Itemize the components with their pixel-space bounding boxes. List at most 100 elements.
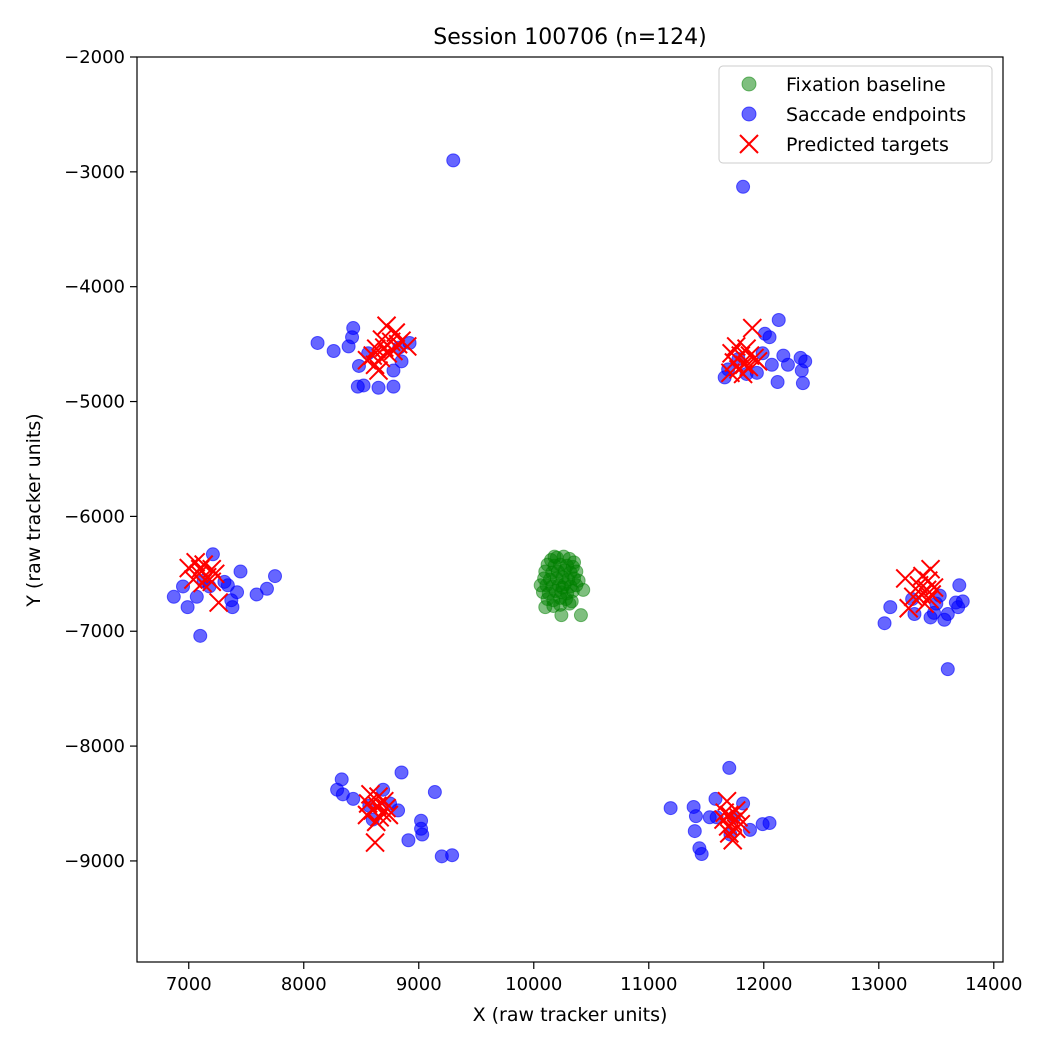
chart-title: Session 100706 (n=124) [433,25,706,50]
saccade-endpoint-point [446,153,461,168]
saccade-endpoint-point [415,827,430,842]
saccade-endpoint-point [771,313,786,328]
saccade-endpoint-point [386,379,401,394]
fixation-baseline-point [554,608,569,623]
saccade-endpoint-point [722,760,737,775]
predicted-target-point [388,334,408,354]
saccade-endpoint-point [755,346,770,361]
saccade-endpoint-point [386,363,401,378]
predicted-target-point [208,592,229,613]
predicted-target-point [365,832,385,853]
predicted-target-point [357,805,377,825]
predicted-target-point [190,559,210,579]
saccade-endpoint-point [952,578,967,593]
plot-area [166,153,970,864]
x-tick-label: 9000 [396,974,442,995]
saccade-endpoint-point [225,600,240,615]
x-tick-label: 12000 [735,974,792,995]
saccade-endpoint-point [376,782,391,797]
fixation-baseline-point [533,578,548,593]
saccade-endpoint-point [427,785,442,800]
saccade-endpoint-point [663,801,678,816]
saccade-endpoint-point [310,335,325,350]
legend-label-predicted-targets: Predicted targets [786,134,949,156]
y-axis-ticks: −2000 −3000 −4000 −5000 −6000 −7000 −8000 −9000 [64,47,137,872]
saccade-endpoint-point [736,179,751,194]
saccade-endpoint-point [351,358,366,373]
predicted-target-point [915,593,935,614]
saccade-endpoint-point [334,772,349,787]
saccade-endpoint-point [694,847,709,862]
saccade-endpoint-point [394,765,409,780]
legend-marker-predicted-targets [739,134,759,154]
predicted-target-point [386,322,406,343]
fixation-baseline-point [562,596,577,611]
saccade-endpoint-point [798,354,813,369]
predicted-target-point [921,584,942,605]
predicted-target-point [366,339,386,359]
predicted-target-point [205,564,225,584]
saccade-endpoint-point [346,321,361,336]
fixation-baseline-point [555,580,570,595]
saccade-endpoint-point [233,564,248,579]
saccade-endpoint-point [176,579,191,594]
saccade-endpoint-point [780,357,795,372]
saccade-endpoint-point [687,824,702,839]
predicted-target-point [714,802,735,823]
predicted-target-point [379,805,399,825]
predicted-target-point [742,318,762,338]
y-tick-label: −7000 [64,621,125,642]
predicted-target-point [924,577,944,598]
legend-label-fixation-baseline: Fixation baseline [786,74,946,96]
predicted-target-point [744,348,765,368]
x-tick-label: 13000 [850,974,907,995]
saccade-endpoint-point [688,809,703,824]
saccade-endpoint-point [259,581,274,596]
predicted-target-point [719,823,739,844]
saccade-endpoint-point [230,585,245,600]
saccade-endpoint-point [883,600,898,615]
saccade-endpoint-point [709,810,724,825]
fixation-baseline-point [573,608,588,623]
predicted-target-point [895,568,915,589]
saccade-endpoint-point [401,833,416,848]
x-axis-title: X (raw tracker units) [473,1004,668,1026]
y-tick-label: −3000 [64,162,125,183]
saccade-endpoint-point [391,803,406,818]
predicted-target-point [723,830,743,850]
saccade-endpoint-point [268,569,283,584]
y-axis-title: Y (raw tracker units) [23,413,45,607]
x-tick-label: 7000 [166,974,212,995]
saccade-endpoint-point [940,607,955,622]
plot-frame [136,56,1004,963]
x-tick-label: 11000 [620,974,677,995]
saccade-endpoint-point [445,848,460,863]
legend-marker-saccade-endpoints [741,106,757,122]
y-tick-label: −9000 [64,851,125,872]
saccade-endpoint-point [180,600,195,615]
x-axis-ticks: 7000 8000 9000 10000 11000 12000 13000 14000 [166,962,1022,995]
legend: Fixation baseline Saccade endpoints Pred… [718,65,993,164]
y-tick-label: −5000 [64,392,125,413]
predicted-target-point [733,364,753,384]
y-tick-label: −2000 [64,47,125,68]
saccade-endpoint-point [749,365,764,380]
saccade-endpoint-point [193,628,208,643]
predicted-target-point [898,598,919,618]
saccade-endpoint-point [955,594,970,609]
saccade-endpoint-point [708,791,723,806]
saccade-endpoint-point [877,616,892,631]
saccade-endpoint-point [326,344,341,359]
saccade-endpoint-point [770,375,785,390]
legend-box [718,65,993,164]
saccade-endpoint-point [346,791,361,806]
x-tick-label: 14000 [965,974,1022,995]
y-tick-label: −6000 [64,506,125,527]
saccade-endpoint-point [762,330,777,345]
saccade-endpoint-point [764,357,779,372]
saccade-endpoint-point [356,378,371,393]
series-2 [179,316,944,853]
x-tick-label: 8000 [281,974,327,995]
saccade-endpoint-point [940,662,955,677]
